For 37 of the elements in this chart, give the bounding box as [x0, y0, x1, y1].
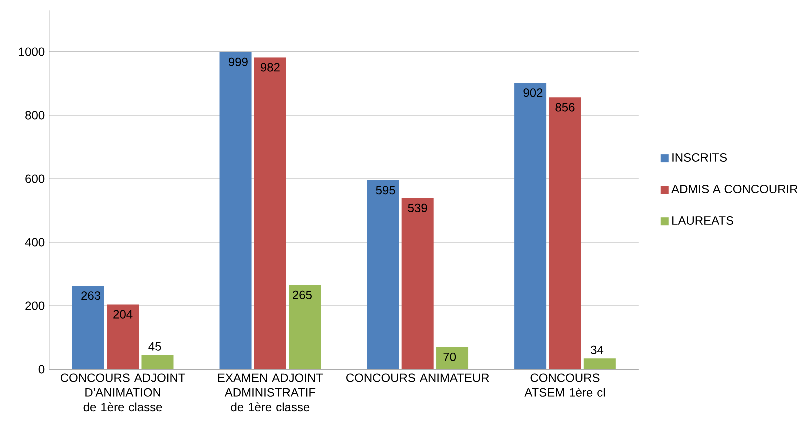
legend-label: ADMIS A CONCOURIR: [672, 185, 798, 194]
bar: [254, 58, 286, 370]
data-label: 982: [261, 63, 280, 72]
y-tick-label: 400: [25, 238, 45, 247]
y-tick-label: 0: [38, 365, 45, 374]
bar: [402, 198, 434, 370]
bar: [220, 52, 252, 370]
y-tick-label: 800: [26, 111, 45, 120]
data-label: 539: [408, 204, 428, 213]
bar: [367, 180, 400, 370]
bar: [107, 304, 140, 370]
x-tick-label: CONCOURS ANIMATEUR: [346, 374, 490, 382]
bar: [142, 355, 174, 370]
bar: [436, 347, 469, 370]
bar: [514, 83, 547, 370]
bar: [289, 285, 322, 370]
x-tick-label: CONCOURS ADJOINT D'ANIMATION de 1ère classe: [60, 374, 186, 412]
data-label: 204: [114, 310, 133, 319]
data-label: 856: [556, 103, 575, 112]
bar: [549, 98, 582, 370]
data-label: 999: [228, 58, 248, 66]
data-label: 45: [148, 342, 162, 352]
legend-label: LAUREATS: [672, 216, 734, 226]
y-tick-label: 200: [26, 302, 45, 310]
data-label: 902: [524, 88, 543, 98]
data-label: 265: [293, 291, 312, 300]
x-tick-label: CONCOURS ATSEM 1ère cl: [524, 374, 605, 398]
y-tick-label: 1000: [19, 48, 45, 56]
bar: [72, 286, 104, 370]
data-label: 34: [591, 346, 604, 355]
data-label: 263: [82, 292, 101, 300]
legend-label: INSCRITS: [672, 154, 728, 162]
y-tick-label: 600: [26, 174, 45, 184]
data-label: 70: [444, 352, 456, 362]
x-tick-label: EXAMEN ADJOINT ADMINISTRATIF de 1ère classe: [218, 374, 324, 412]
data-label: 595: [376, 186, 396, 195]
bar: [584, 358, 616, 370]
